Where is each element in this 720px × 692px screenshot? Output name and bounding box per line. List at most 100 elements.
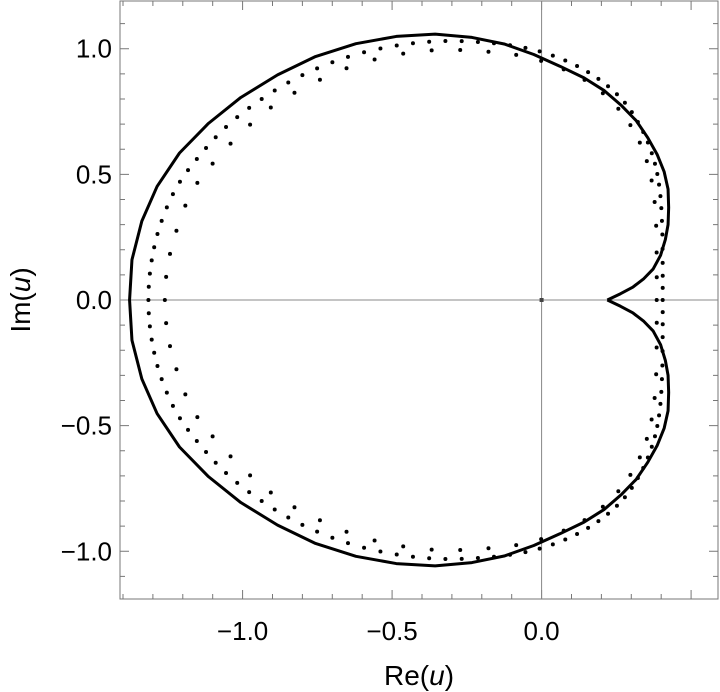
series-dot xyxy=(164,274,169,279)
series-dot xyxy=(654,275,659,280)
series-dot xyxy=(401,51,406,56)
series-dot xyxy=(644,159,649,164)
series-dot xyxy=(152,245,157,250)
series-dot xyxy=(162,298,167,302)
series-dot xyxy=(575,531,580,536)
series-dot xyxy=(315,66,320,71)
series-dot xyxy=(224,124,229,129)
series-dot xyxy=(362,50,367,55)
series-dot xyxy=(286,80,291,85)
series-dot xyxy=(210,434,215,439)
series-dot xyxy=(317,77,322,82)
series-dot xyxy=(550,53,555,58)
series-dot xyxy=(550,542,555,547)
series-dot xyxy=(286,515,291,520)
minor-ticks xyxy=(120,1,718,599)
series-dot xyxy=(616,489,621,494)
series-dot xyxy=(475,556,480,561)
series-dot xyxy=(508,552,513,557)
y-tick-label: −0.5 xyxy=(61,411,112,441)
series-dot xyxy=(652,395,657,400)
series-dot xyxy=(459,39,464,44)
series-dot xyxy=(443,557,448,561)
series-dot xyxy=(248,473,253,478)
series-dot xyxy=(427,556,432,561)
series-dot xyxy=(155,232,160,237)
series-dot xyxy=(174,228,179,233)
series-dot xyxy=(204,449,209,454)
series-dot xyxy=(641,465,646,470)
series-dot xyxy=(659,206,664,211)
series-dot xyxy=(637,140,642,145)
origin-marker xyxy=(539,298,544,302)
series-dot xyxy=(629,110,634,115)
series-dot xyxy=(659,377,664,382)
series-dot xyxy=(259,499,264,504)
series-dot xyxy=(539,58,544,63)
series-dot xyxy=(660,260,665,265)
series-dot xyxy=(345,541,350,546)
series-dot xyxy=(523,550,528,555)
series-dot xyxy=(235,115,240,120)
series-dot xyxy=(194,156,199,161)
series-dot xyxy=(228,141,233,146)
series-dot xyxy=(168,344,172,349)
series-dot xyxy=(362,545,367,550)
series-dot xyxy=(159,218,164,223)
tick-labels: −1.0 −0.5 0.0 −1.0 −0.5 0.0 0.5 1.0 xyxy=(61,34,560,646)
series-dot xyxy=(292,90,297,95)
series-dot xyxy=(660,322,665,327)
series-dot xyxy=(152,350,157,355)
series-dot xyxy=(146,298,151,302)
series-dot xyxy=(660,285,665,290)
series-dot xyxy=(268,490,273,495)
series-dot xyxy=(655,172,660,177)
series-dot xyxy=(147,271,152,276)
x-tick-label: −0.5 xyxy=(366,616,417,646)
series-dot xyxy=(174,367,179,372)
y-axis-title: Im(u) xyxy=(5,267,36,332)
series-dot xyxy=(272,88,277,93)
series-dot xyxy=(563,537,568,542)
series-dot xyxy=(491,41,496,46)
series-dot xyxy=(658,194,663,199)
series-dot xyxy=(652,200,657,205)
series-dot xyxy=(660,246,665,251)
series-dot xyxy=(606,84,611,89)
y-tick-label: −1.0 xyxy=(61,536,112,566)
series-dot xyxy=(259,96,264,101)
series-dot xyxy=(228,454,233,459)
series-dot xyxy=(300,522,305,527)
series-dot xyxy=(186,427,191,432)
series-dot xyxy=(194,439,199,444)
series-dot xyxy=(159,377,164,382)
series-dot xyxy=(586,525,591,530)
series-dot xyxy=(401,544,406,549)
series-dot xyxy=(644,436,649,441)
series-dot xyxy=(654,298,659,302)
series-dot xyxy=(330,60,335,65)
series-dot xyxy=(394,43,399,48)
series-dot xyxy=(600,504,605,509)
series-dot xyxy=(410,41,415,46)
series-dot xyxy=(177,179,182,184)
series-dot xyxy=(622,100,627,105)
series-dot xyxy=(537,49,542,54)
series-dot xyxy=(292,505,297,510)
series-dot xyxy=(155,363,160,368)
series-dot xyxy=(164,321,169,326)
series-dot xyxy=(596,519,601,524)
series-dot xyxy=(429,547,434,552)
series-dot xyxy=(600,91,605,96)
series-dot xyxy=(582,518,587,523)
series-dot xyxy=(170,403,175,408)
series-dot xyxy=(247,105,252,110)
series-dot xyxy=(649,417,654,422)
series-dot xyxy=(372,538,377,543)
series-dot xyxy=(213,460,218,465)
series-dot xyxy=(514,543,519,548)
origin-lines xyxy=(120,1,718,599)
series-dot xyxy=(654,345,659,350)
series-dot xyxy=(508,43,513,48)
series-dot xyxy=(660,273,665,278)
